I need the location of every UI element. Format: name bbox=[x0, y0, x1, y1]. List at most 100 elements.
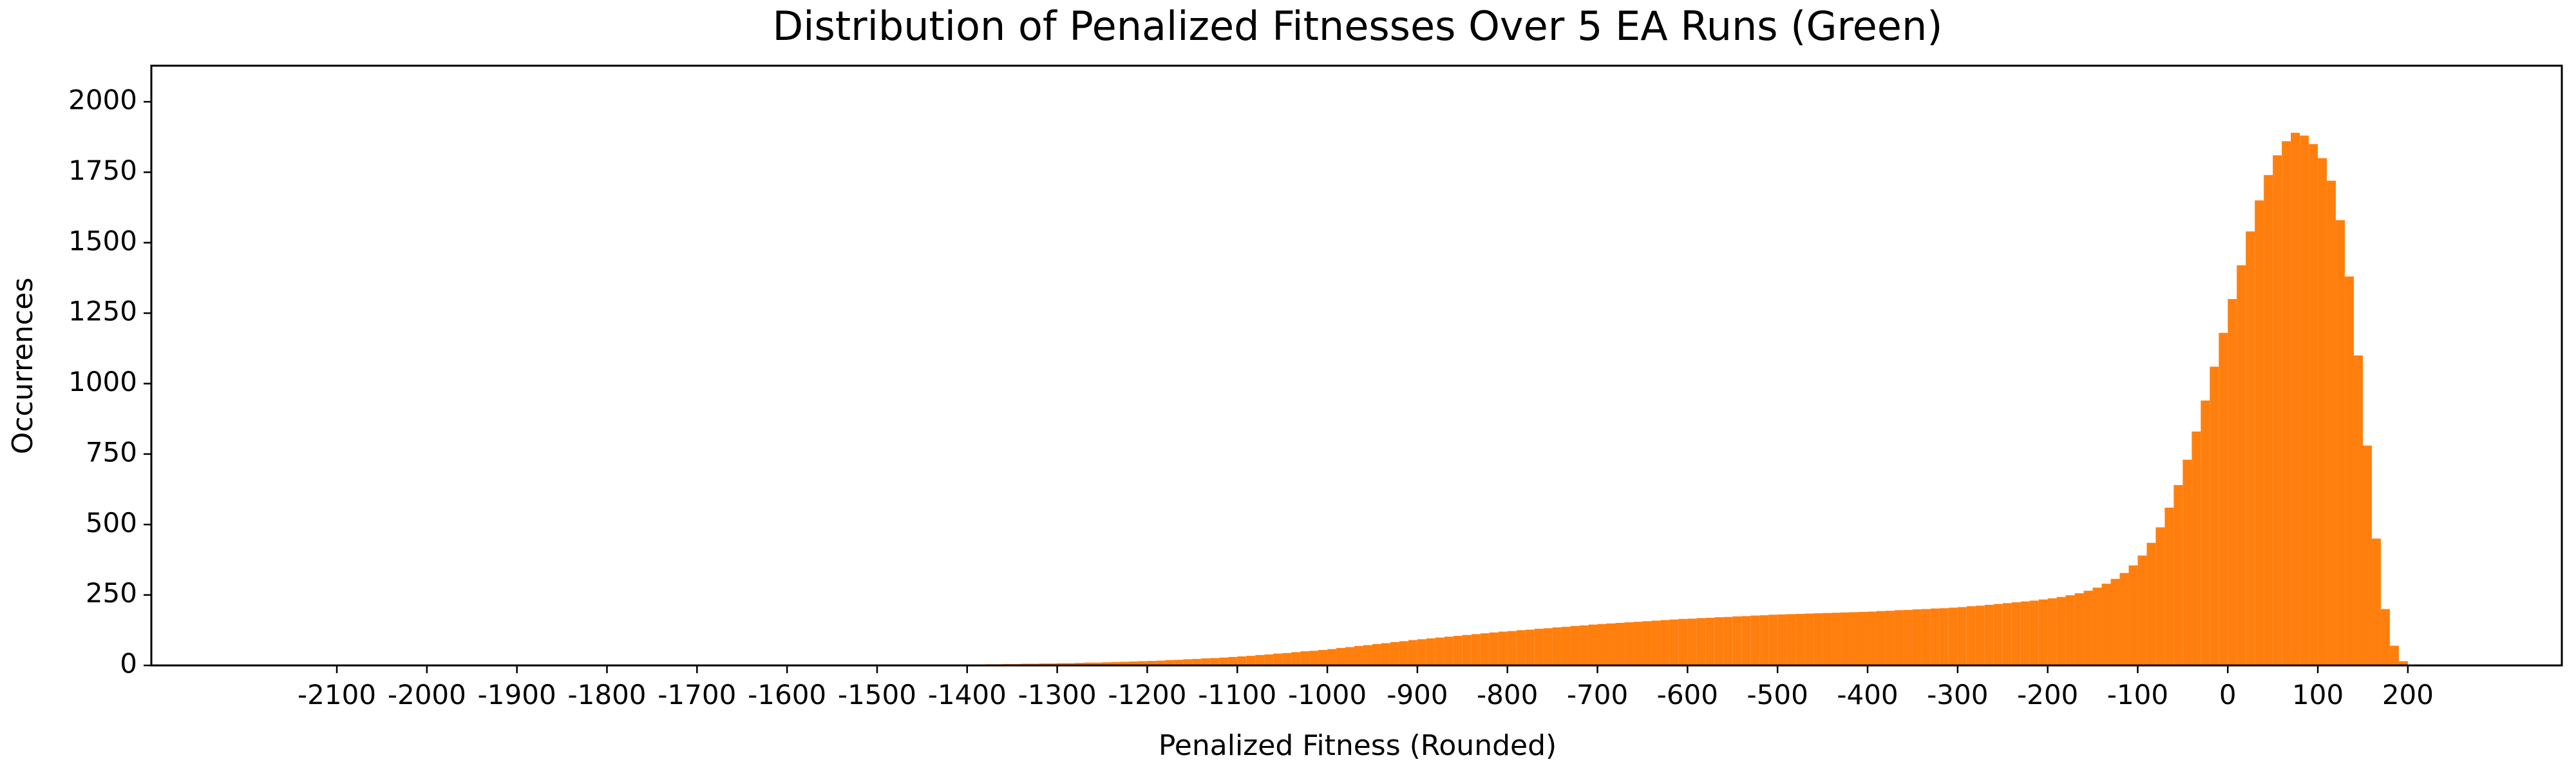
bar bbox=[1129, 661, 1139, 665]
bar bbox=[1327, 649, 1337, 665]
x-tick-label: -1100 bbox=[1198, 679, 1276, 711]
bar bbox=[1111, 662, 1121, 665]
bar bbox=[1930, 608, 1940, 665]
bar bbox=[1876, 611, 1886, 665]
bar bbox=[2255, 200, 2264, 665]
bar bbox=[1237, 656, 1247, 665]
bar bbox=[2020, 601, 2030, 665]
bar bbox=[2318, 158, 2327, 665]
bar bbox=[1399, 641, 1408, 665]
x-tick-label: -700 bbox=[1567, 679, 1628, 711]
bar bbox=[1597, 624, 1607, 665]
bar bbox=[1570, 625, 1580, 665]
bar bbox=[2300, 135, 2309, 665]
y-tick-label: 1500 bbox=[68, 225, 137, 256]
bar bbox=[1183, 659, 1193, 665]
bar bbox=[1786, 614, 1796, 665]
bar bbox=[2345, 276, 2354, 665]
bar bbox=[1606, 623, 1616, 665]
bar bbox=[1039, 663, 1048, 665]
bar bbox=[1453, 636, 1463, 665]
bar bbox=[1120, 662, 1130, 665]
bar bbox=[1732, 616, 1742, 665]
bar bbox=[1291, 652, 1301, 665]
bar bbox=[2210, 367, 2219, 665]
bar bbox=[2065, 595, 2075, 665]
bar bbox=[1462, 635, 1472, 665]
bar bbox=[1750, 615, 1760, 665]
bar bbox=[1859, 611, 1868, 665]
bar bbox=[1814, 613, 1823, 665]
bar bbox=[1390, 642, 1399, 665]
x-tick-label: -1900 bbox=[478, 679, 556, 711]
bar bbox=[1057, 663, 1066, 665]
bar bbox=[1516, 630, 1526, 665]
bar bbox=[2246, 231, 2255, 665]
bar bbox=[1552, 627, 1562, 665]
bar bbox=[1850, 612, 1859, 665]
x-tick-label: -100 bbox=[2107, 679, 2168, 711]
bar bbox=[1048, 663, 1057, 665]
bar bbox=[1957, 607, 1967, 665]
bar bbox=[2354, 355, 2363, 665]
bar bbox=[1642, 621, 1652, 665]
bar bbox=[2237, 265, 2246, 665]
x-tick-label: -900 bbox=[1387, 679, 1448, 711]
y-tick-label: 1250 bbox=[68, 296, 137, 327]
bar bbox=[2264, 175, 2273, 665]
bar bbox=[1993, 604, 2003, 665]
x-tick-label: -800 bbox=[1477, 679, 1538, 711]
x-tick-label: 100 bbox=[2292, 679, 2344, 711]
y-tick-label: 250 bbox=[86, 577, 137, 609]
bar bbox=[2291, 133, 2300, 665]
bar bbox=[2228, 299, 2237, 665]
y-tick-label: 0 bbox=[120, 648, 137, 680]
bar bbox=[1894, 610, 1904, 665]
bar bbox=[2174, 485, 2183, 665]
y-tick-label: 1000 bbox=[68, 366, 137, 397]
bar bbox=[1975, 606, 1985, 665]
bar bbox=[1417, 639, 1426, 665]
bar bbox=[1561, 627, 1571, 665]
bar bbox=[2327, 180, 2336, 665]
bar bbox=[1066, 663, 1075, 665]
x-tick-label: -400 bbox=[1837, 679, 1898, 711]
bar bbox=[1318, 649, 1328, 665]
bar bbox=[1246, 656, 1256, 665]
bar bbox=[1705, 618, 1715, 665]
bar bbox=[1336, 647, 1346, 665]
x-tick-label: -1600 bbox=[748, 679, 826, 711]
bar bbox=[1696, 618, 1706, 665]
bar bbox=[1408, 640, 1417, 665]
bar bbox=[1543, 628, 1553, 665]
bar bbox=[1624, 622, 1634, 665]
x-tick-label: -200 bbox=[2017, 679, 2078, 711]
bar bbox=[2164, 508, 2174, 665]
bar bbox=[2110, 578, 2120, 665]
bar bbox=[1921, 609, 1931, 665]
bar bbox=[1777, 614, 1787, 665]
bar bbox=[1832, 613, 1841, 665]
x-tick-label: -1300 bbox=[1018, 679, 1097, 711]
bar bbox=[1138, 661, 1148, 665]
bar bbox=[1498, 631, 1508, 665]
bar bbox=[1912, 609, 1922, 665]
bar bbox=[1255, 654, 1265, 665]
bar bbox=[2336, 220, 2345, 665]
bar bbox=[2119, 573, 2129, 665]
bar bbox=[1579, 625, 1589, 665]
bar bbox=[2192, 431, 2201, 665]
x-tick-label: -1000 bbox=[1288, 679, 1367, 711]
bar bbox=[1903, 609, 1913, 665]
x-tick-label: -300 bbox=[1927, 679, 1988, 711]
bar bbox=[1147, 661, 1157, 665]
bar bbox=[1363, 645, 1372, 665]
bar bbox=[1309, 651, 1319, 665]
bar bbox=[1948, 607, 1958, 665]
x-tick-label: -500 bbox=[1747, 679, 1808, 711]
bar bbox=[1165, 660, 1175, 665]
bar bbox=[1687, 618, 1697, 665]
bar bbox=[1795, 613, 1805, 665]
bar bbox=[2201, 400, 2210, 665]
